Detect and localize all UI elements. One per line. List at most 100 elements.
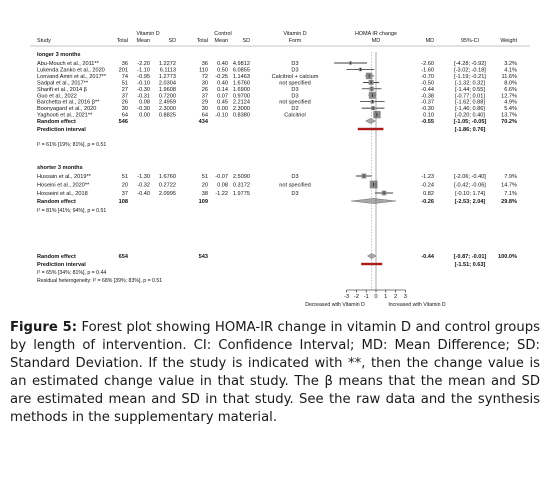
vitamin-d-form: not specified	[279, 183, 310, 189]
vitamin-total: 27	[122, 87, 128, 93]
random-effect-2-diamond	[351, 198, 397, 204]
control-mean: -0.25	[215, 74, 228, 80]
vitamin-mean: -0.31	[137, 93, 150, 99]
vitamin-d-form: Calcitriol	[284, 113, 305, 119]
ci-value: [-1.46; 0.86]	[455, 106, 485, 112]
vitamin-sd: 0.7200	[159, 93, 176, 99]
vitamin-total: 74	[122, 74, 128, 80]
prediction-1-ci: [-1.86; 0.76]	[455, 127, 486, 133]
ci-value: [-1.44; 0.55]	[455, 87, 485, 93]
control-sd: 1.1463	[233, 74, 250, 80]
vitamin-total: 26	[122, 100, 128, 106]
ci-value: [-2.06; -0.40]	[454, 174, 486, 180]
vitamin-sd: 1.2773	[159, 74, 176, 80]
control-sd: 1.6760	[233, 80, 250, 86]
study-name: Yaghooti et al., 2021**	[37, 113, 93, 119]
vitamin-sd: 2.0304	[159, 80, 176, 86]
ci-value: [-0.10; 1.74]	[455, 191, 485, 197]
weight-value: 3.2%	[504, 61, 517, 67]
vitamin-mean: -0.30	[137, 106, 150, 112]
header-vitamin-d: Vitamin D	[136, 31, 159, 37]
study-name: Abu-Mouch et al., 2011**	[37, 61, 100, 67]
study-name: Hosseini et al., 2018	[37, 191, 88, 197]
control-total: 36	[202, 61, 208, 67]
study-name: Hoseini et al., 2020**	[37, 183, 90, 189]
study-name: Guo et al., 2022	[37, 93, 77, 99]
control-total: 51	[202, 174, 208, 180]
control-sd: 0.3172	[233, 183, 250, 189]
weight-value: 11.6%	[502, 74, 517, 80]
control-total: 38	[202, 191, 208, 197]
header-control: Control	[214, 31, 231, 37]
subgroup-title: shorter 3 months	[37, 165, 83, 171]
control-mean: 0.08	[217, 183, 228, 189]
ci-value: [-0.77; 0.01]	[455, 93, 485, 99]
control-sd: 2.5090	[233, 174, 250, 180]
vitamin-d-form: D2	[291, 106, 298, 112]
header-form-group: Vitamin D	[283, 31, 306, 37]
x-tick-label: 1	[384, 294, 387, 300]
control-total: 26	[202, 87, 208, 93]
study-name: Sadpal et al., 2017**	[37, 80, 89, 86]
vitamin-mean: 0.00	[139, 113, 150, 119]
md-value: -2.60	[421, 61, 434, 67]
overall-effect-control-total: 543	[199, 254, 208, 260]
column-header: Mean	[215, 38, 229, 44]
vitamin-total: 51	[122, 174, 128, 180]
study-name: Sharifi et al., 2014 β	[37, 87, 87, 93]
header-effect: HOMA IR change	[355, 31, 397, 37]
md-value: -0.50	[421, 80, 434, 86]
vitamin-total: 37	[122, 93, 128, 99]
column-header: Mean	[137, 38, 151, 44]
ci-value: [-4.28; -0.92]	[454, 61, 486, 67]
control-total: 64	[202, 113, 208, 119]
vitamin-total: 51	[122, 80, 128, 86]
control-total: 72	[202, 74, 208, 80]
random-effect-1-control-total: 434	[199, 119, 209, 125]
control-total: 37	[202, 93, 208, 99]
weight-value: 6.6%	[504, 87, 517, 93]
vitamin-mean: -0.10	[137, 80, 150, 86]
x-tick-label: -2	[354, 294, 359, 300]
x-tick-label: 3	[404, 294, 407, 300]
md-value: -0.38	[421, 93, 434, 99]
weight-value: 7.1%	[504, 191, 517, 197]
control-sd: 0.9700	[233, 93, 250, 99]
caption-text: Forest plot showing HOMA-IR change in vi…	[10, 320, 540, 425]
vitamin-mean: -0.95	[137, 74, 150, 80]
vitamin-sd: 0.8825	[159, 113, 176, 119]
random-effect-2-md: -0.26	[421, 199, 434, 205]
prediction-1-bar	[357, 127, 384, 131]
control-sd: 2.2124	[233, 100, 250, 106]
column-header: SD	[243, 38, 251, 44]
vitamin-total: 36	[122, 61, 128, 67]
random-effect-1-md: -0.55	[421, 119, 434, 125]
md-value: -0.24	[421, 183, 434, 189]
vitamin-total: 37	[122, 191, 128, 197]
md-value: -0.37	[421, 100, 434, 106]
ci-value: [-1.32; 0.32]	[455, 80, 485, 86]
x-tick-label: -3	[344, 294, 349, 300]
control-sd: 4.9812	[233, 61, 250, 67]
x-tick-label: 2	[394, 294, 397, 300]
vitamin-sd: 2.0995	[159, 191, 176, 197]
random-effect-1-label: Random effect	[37, 119, 76, 125]
random-effect-2-weight: 29.8%	[501, 199, 517, 205]
vitamin-d-form: D3	[291, 174, 298, 180]
heterogeneity-1: I² = 61% [19%; 81%], p = 0.51	[37, 142, 106, 148]
vitamin-sd: 0.2722	[159, 183, 176, 189]
overall-effect-weight: 100.0%	[498, 254, 517, 260]
random-effect-1-vitamin-total: 546	[119, 119, 128, 125]
vitamin-d-form: not specified	[279, 80, 310, 86]
overall-effect-ci: [-0.87; -0.01]	[454, 254, 487, 260]
random-effect-2-ci: [-2.53; 2.04]	[455, 199, 486, 205]
vitamin-d-form: not specified	[279, 100, 310, 106]
control-sd: 1.6900	[233, 87, 250, 93]
study-name: Boonyagard et al., 2020	[37, 106, 96, 112]
control-total: 29	[202, 100, 208, 106]
overall-effect-label: Random effect	[37, 254, 76, 260]
control-sd: 2.3000	[233, 106, 250, 112]
overall-heterogeneity: I² = 65% [34%; 81%], p = 0.44	[37, 270, 106, 276]
column-header: Total	[117, 38, 128, 44]
vitamin-sd: 1.9608	[159, 87, 176, 93]
